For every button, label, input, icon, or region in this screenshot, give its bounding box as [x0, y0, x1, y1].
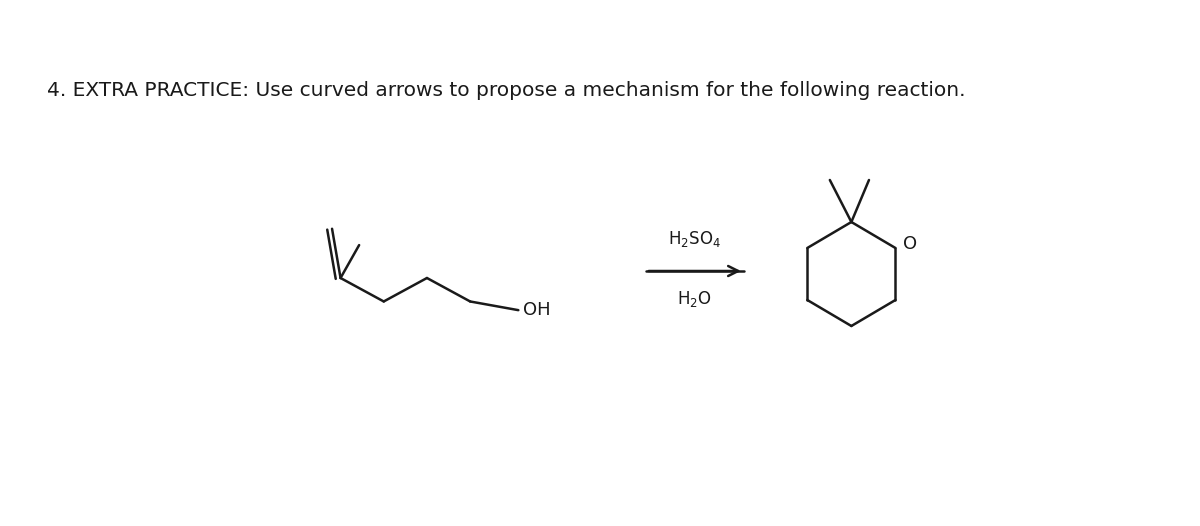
Text: O: O [904, 235, 917, 253]
Text: OH: OH [523, 301, 551, 319]
Text: H$_2$O: H$_2$O [678, 289, 712, 309]
Text: H$_2$SO$_4$: H$_2$SO$_4$ [668, 229, 721, 249]
Text: 4. EXTRA PRACTICE: Use curved arrows to propose a mechanism for the following re: 4. EXTRA PRACTICE: Use curved arrows to … [47, 80, 966, 99]
